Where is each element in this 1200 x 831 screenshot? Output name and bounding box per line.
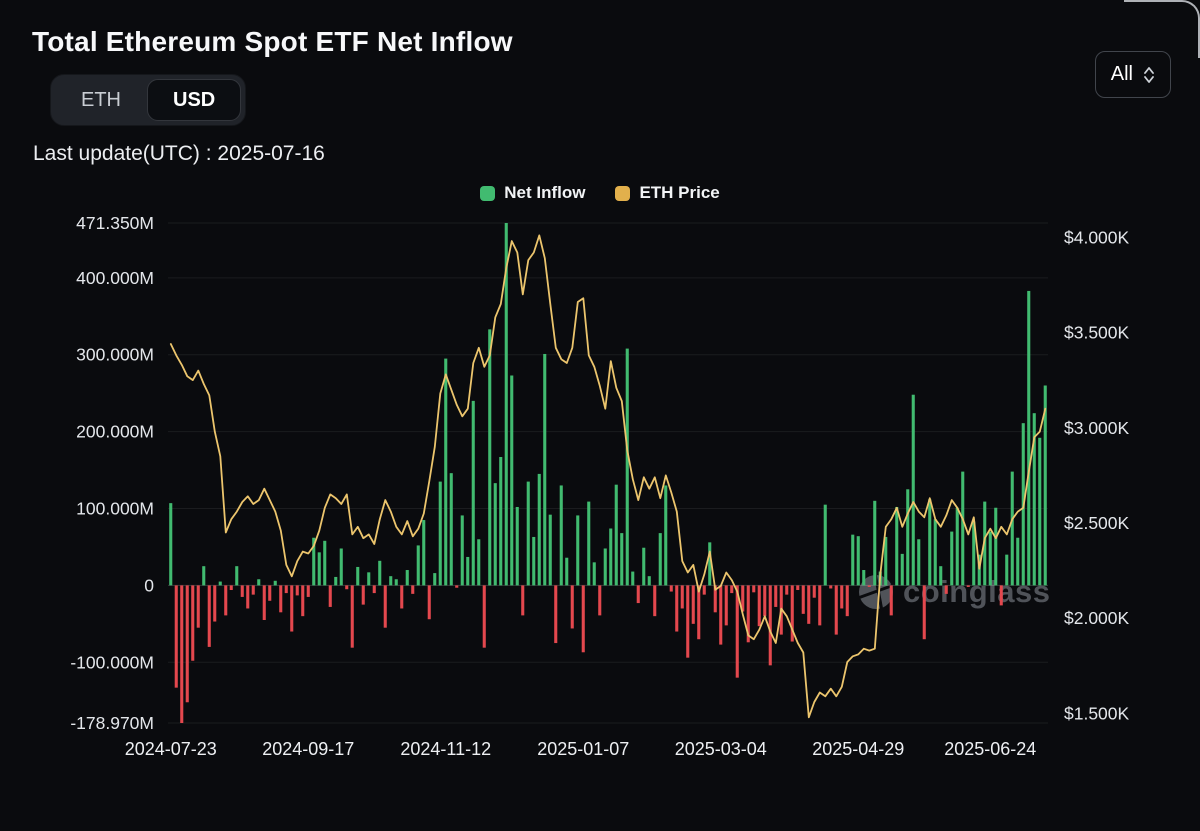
- legend-label: ETH Price: [639, 183, 720, 202]
- left-axis-label: 300.000M: [76, 345, 154, 365]
- right-axis-label: $3.000K: [1064, 418, 1130, 438]
- right-axis-label: $1.500K: [1064, 703, 1130, 723]
- net-inflow-bars: [169, 223, 1047, 723]
- left-axis-label: -100.000M: [70, 652, 154, 672]
- right-axis-label: $3.500K: [1064, 323, 1130, 343]
- x-axis-label: 2025-03-04: [675, 739, 767, 759]
- legend-label: Net Inflow: [504, 183, 586, 202]
- gridlines: 471.350M 400.000M 300.000M 200.000M 100.000M…: [70, 213, 1129, 733]
- eth-price-swatch-icon: [615, 185, 631, 201]
- legend-item-net-inflow[interactable]: Net Inflow: [480, 183, 585, 203]
- left-axis-label: -178.970M: [70, 713, 154, 733]
- currency-toggle: ETH USD: [50, 74, 247, 126]
- x-axis-label: 2025-04-29: [812, 739, 904, 759]
- legend-item-eth-price[interactable]: ETH Price: [615, 183, 720, 203]
- range-selector[interactable]: All: [1094, 51, 1171, 98]
- left-axis-label: 100.000M: [76, 499, 154, 519]
- right-axis-label: $4.000K: [1064, 227, 1130, 247]
- left-axis-label: 400.000M: [76, 268, 154, 288]
- x-axis-label: 2024-09-17: [262, 739, 354, 759]
- left-axis-label: 471.350M: [76, 213, 154, 233]
- toggle-usd-button[interactable]: USD: [147, 79, 242, 121]
- right-axis-label: $2.500K: [1064, 513, 1130, 533]
- last-update-text: Last update(UTC) : 2025-07-16: [33, 142, 325, 165]
- right-axis-label: $2.000K: [1064, 608, 1130, 628]
- range-selector-label: All: [1110, 63, 1133, 85]
- net-inflow-swatch-icon: [480, 185, 496, 201]
- toggle-eth-button[interactable]: ETH: [55, 79, 147, 121]
- page-title: Total Ethereum Spot ETF Net Inflow: [32, 26, 513, 57]
- chart-canvas[interactable]: 471.350M 400.000M 300.000M 200.000M 100.000M…: [16, 213, 1184, 773]
- x-axis-label: 2024-07-23: [125, 739, 217, 759]
- x-axis-label: 2025-06-24: [944, 739, 1036, 759]
- left-axis-label: 200.000M: [76, 422, 154, 442]
- x-axis-label: 2024-11-12: [400, 739, 491, 759]
- eth-price-line: [169, 234, 1047, 719]
- left-axis-label: 0: [144, 575, 154, 595]
- x-axis-label: 2025-01-07: [537, 739, 629, 759]
- chevron-up-down-icon: [1144, 66, 1154, 83]
- chart-legend: Net Inflow ETH Price: [0, 183, 1200, 203]
